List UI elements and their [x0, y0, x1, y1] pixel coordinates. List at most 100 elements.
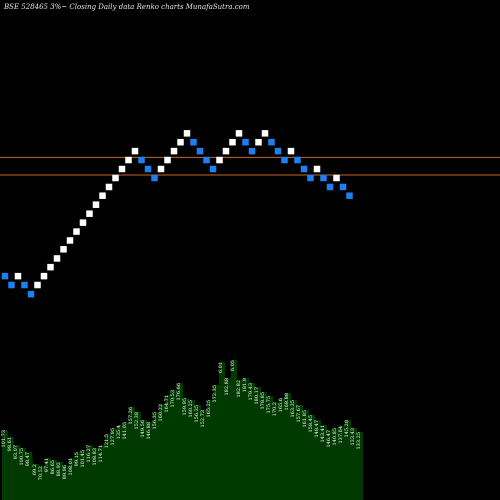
down-brick: [8, 281, 15, 289]
volume-label: 179.43: [248, 383, 254, 401]
up-brick: [34, 281, 41, 289]
up-brick: [99, 192, 106, 199]
up-brick: [86, 210, 93, 217]
volume-label: 160.25: [188, 400, 194, 418]
down-brick: [144, 165, 152, 173]
up-brick: [14, 272, 22, 280]
down-brick: [268, 138, 275, 146]
down-brick: [203, 156, 210, 164]
volume-label: 181.9: [242, 378, 248, 392]
up-brick: [216, 156, 223, 164]
down-brick: [27, 290, 35, 298]
up-brick: [235, 130, 243, 137]
up-brick: [164, 156, 171, 164]
up-brick: [47, 263, 54, 271]
volume-area: [2, 360, 363, 500]
volume-label: 98.61: [7, 437, 13, 451]
volume-label: 100.75: [19, 448, 25, 466]
volume-label: 108.01: [68, 458, 74, 476]
volume-label: 101.73: [1, 430, 7, 448]
volume-label: 148.47: [314, 420, 320, 438]
volume-label: 133.25: [356, 432, 362, 450]
up-brick: [333, 174, 340, 182]
volume-label: 133.43: [350, 428, 356, 446]
up-brick: [229, 138, 236, 146]
volume-label: 152.38: [134, 412, 140, 430]
up-brick: [40, 272, 48, 280]
up-brick: [66, 237, 74, 244]
volume-label: 178.85: [260, 392, 266, 410]
volume-label: 172.35: [212, 385, 218, 403]
volume-label: 163.35: [290, 400, 296, 418]
chart-title: BSE 528465 3%~ Closing Daily data Renko …: [4, 3, 250, 11]
volume-label: 6.05: [230, 360, 236, 371]
volume-label: 170.2: [272, 402, 278, 416]
up-brick: [79, 219, 87, 226]
volume-label: 157.26: [128, 407, 134, 425]
up-brick: [60, 246, 67, 253]
volume-label: 99.15: [74, 452, 80, 466]
volume-label: 156.35: [152, 412, 158, 430]
volume-label: 159.95: [182, 398, 188, 416]
volume-label: 175.75: [266, 396, 272, 414]
volume-label: 161.85: [302, 410, 308, 428]
volume-label: 180.17: [254, 387, 260, 405]
volume-label: 108.83: [92, 448, 98, 466]
volume-label: 143.41: [320, 425, 326, 443]
volume-label: 168.88: [284, 393, 290, 411]
volume-label: 158.45: [308, 415, 314, 433]
volume-label: 146.88: [146, 422, 152, 440]
up-brick: [125, 156, 132, 164]
volume-label: 97.41: [44, 458, 50, 472]
volume-label: 164.71: [164, 395, 170, 413]
volume-label: 114.71: [98, 445, 104, 463]
up-brick: [313, 165, 321, 173]
down-brick: [138, 156, 145, 164]
down-brick: [300, 165, 308, 173]
volume-label: 137.64: [338, 426, 344, 444]
down-brick: [326, 183, 334, 191]
up-brick: [177, 138, 184, 146]
volume-label: 101.45: [80, 450, 86, 468]
volume-label: 127.95: [110, 428, 116, 446]
volume-label: 146.47: [326, 430, 332, 448]
down-brick: [346, 192, 353, 199]
up-brick: [261, 130, 269, 137]
resistance-levels: [0, 156, 500, 176]
volume-label: 152.73: [200, 410, 206, 428]
up-brick: [105, 183, 113, 191]
volume-label: 170.53: [170, 390, 176, 408]
up-brick: [287, 147, 295, 155]
up-brick: [53, 255, 61, 262]
up-brick: [92, 201, 100, 208]
up-brick: [157, 165, 165, 173]
volume-label: 145.28: [344, 420, 350, 438]
down-brick: [1, 272, 9, 280]
volume-label: 88.92: [56, 462, 62, 476]
volume-label: 182.82: [236, 380, 242, 398]
down-brick: [151, 174, 158, 182]
down-brick: [242, 138, 249, 146]
down-brick: [339, 183, 347, 191]
volume-label: 156.35: [194, 405, 200, 423]
volume-label: 165.6: [278, 398, 284, 412]
volume-label: 140.85: [332, 428, 338, 446]
down-brick: [307, 174, 314, 182]
up-brick: [118, 165, 126, 173]
volume-label: 89.96: [62, 465, 68, 479]
volume-label: 98.47: [25, 452, 31, 466]
down-brick: [294, 156, 301, 164]
renko-bricks: [1, 130, 353, 298]
down-brick: [21, 281, 28, 289]
down-brick: [281, 156, 288, 164]
down-brick: [190, 138, 197, 146]
volume-label: 160.22: [158, 404, 164, 422]
down-brick: [274, 147, 282, 155]
volume-label: 135.4: [116, 425, 122, 439]
volume-label: 93.07: [13, 445, 19, 459]
down-brick: [248, 147, 256, 155]
up-brick: [255, 138, 262, 146]
up-brick: [170, 147, 178, 155]
